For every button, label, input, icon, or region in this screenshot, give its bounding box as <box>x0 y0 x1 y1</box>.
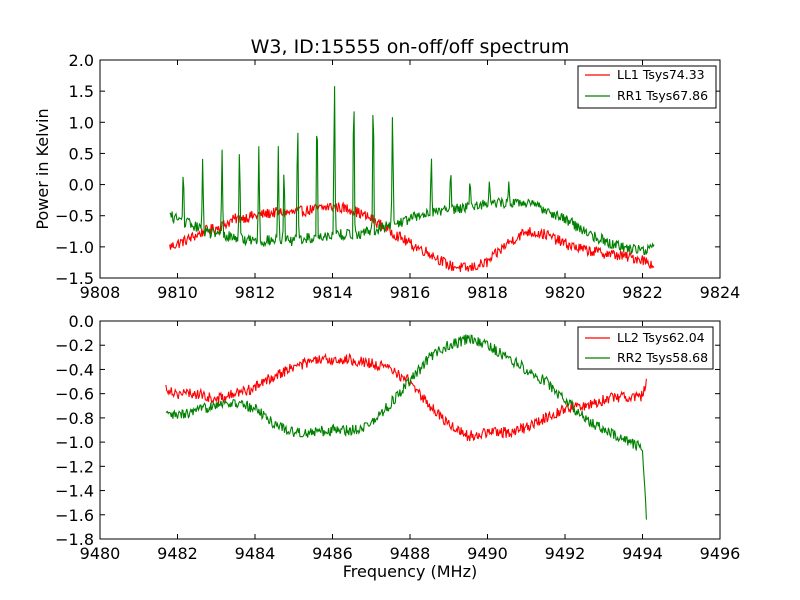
top-y-tick-label: 1.0 <box>69 113 94 132</box>
top-y-tick-label: −1.0 <box>55 238 94 257</box>
top-x-tick-label: 9812 <box>235 283 276 302</box>
top-x-tick-label: 9814 <box>312 283 353 302</box>
top-x-tick-label: 9810 <box>157 283 198 302</box>
chart-title: W3, ID:15555 on-off/off spectrum <box>251 36 570 58</box>
bottom-legend-box <box>577 326 714 370</box>
top-x-tick-label: 9820 <box>545 283 586 302</box>
bottom-y-tick-label: −1.8 <box>55 530 94 549</box>
bottom-y-tick-label: −0.6 <box>55 385 94 404</box>
bottom-y-tick-label: −1.4 <box>55 482 94 501</box>
bottom-series-line-rr2 <box>165 334 647 520</box>
bottom-x-tick-label: 9488 <box>390 544 431 563</box>
top-ticks: 9808 9810 9812 9814 9816 9818 9820 9822 9824 −1.5… <box>55 51 740 302</box>
top-y-tick-label: 0.0 <box>69 176 94 195</box>
bottom-legend-label-ll2: LL2 Tsys62.04 <box>617 330 705 345</box>
top-series-line-ll1 <box>169 201 655 272</box>
bottom-x-tick-label: 9492 <box>545 544 586 563</box>
top-x-tick-label: 9808 <box>80 283 121 302</box>
bottom-x-tick-label: 9484 <box>235 544 276 563</box>
top-y-tick-label: 1.5 <box>69 82 94 101</box>
top-x-tick-label: 9818 <box>467 283 508 302</box>
bottom-y-tick-label: −0.8 <box>55 409 94 428</box>
bottom-x-tick-label: 9480 <box>80 544 121 563</box>
top-x-tick-label: 9824 <box>700 283 741 302</box>
bottom-panel: 9480 9482 9484 9486 9488 9490 9492 9494 9496 −1.8… <box>55 312 740 581</box>
top-legend-label-rr1: RR1 Tsys67.86 <box>617 88 708 103</box>
top-panel: 9808 9810 9812 9814 9816 9818 9820 9822 9824 −1.5… <box>33 51 740 302</box>
bottom-legend-label-rr2: RR2 Tsys58.68 <box>617 350 708 365</box>
top-legend-box <box>577 65 717 109</box>
bottom-x-tick-label: 9490 <box>467 544 508 563</box>
top-y-tick-label: −0.5 <box>55 207 94 226</box>
bottom-y-tick-label: −0.4 <box>55 360 94 379</box>
top-y-axis-label: Power in Kelvin <box>33 108 52 229</box>
bottom-y-tick-label: −1.6 <box>55 506 94 525</box>
top-series-line-rr1 <box>169 86 655 256</box>
bottom-y-tick-label: −0.2 <box>55 336 94 355</box>
bottom-x-tick-label: 9482 <box>157 544 198 563</box>
bottom-y-tick-label: −1.0 <box>55 433 94 452</box>
bottom-y-tick-label: −1.2 <box>55 457 94 476</box>
bottom-series-lines <box>165 334 647 520</box>
top-legend: LL1 Tsys74.33 RR1 Tsys67.86 <box>577 65 717 109</box>
bottom-x-tick-label: 9486 <box>312 544 353 563</box>
bottom-x-tick-label: 9494 <box>622 544 663 563</box>
top-y-tick-label: 0.5 <box>69 144 94 163</box>
top-y-tick-label: 2.0 <box>69 51 94 70</box>
top-legend-label-ll1: LL1 Tsys74.33 <box>617 67 705 82</box>
bottom-y-tick-label: 0.0 <box>69 312 94 331</box>
top-y-tick-label: −1.5 <box>55 269 94 288</box>
bottom-x-tick-label: 9496 <box>700 544 741 563</box>
bottom-legend: LL2 Tsys62.04 RR2 Tsys58.68 <box>577 326 714 370</box>
bottom-series-line-ll2 <box>165 352 647 442</box>
top-series-lines <box>169 86 655 272</box>
bottom-x-axis-label: Frequency (MHz) <box>343 562 477 581</box>
top-x-tick-label: 9816 <box>390 283 431 302</box>
top-x-tick-label: 9822 <box>622 283 663 302</box>
bottom-ticks: 9480 9482 9484 9486 9488 9490 9492 9494 9496 −1.8… <box>55 312 740 563</box>
